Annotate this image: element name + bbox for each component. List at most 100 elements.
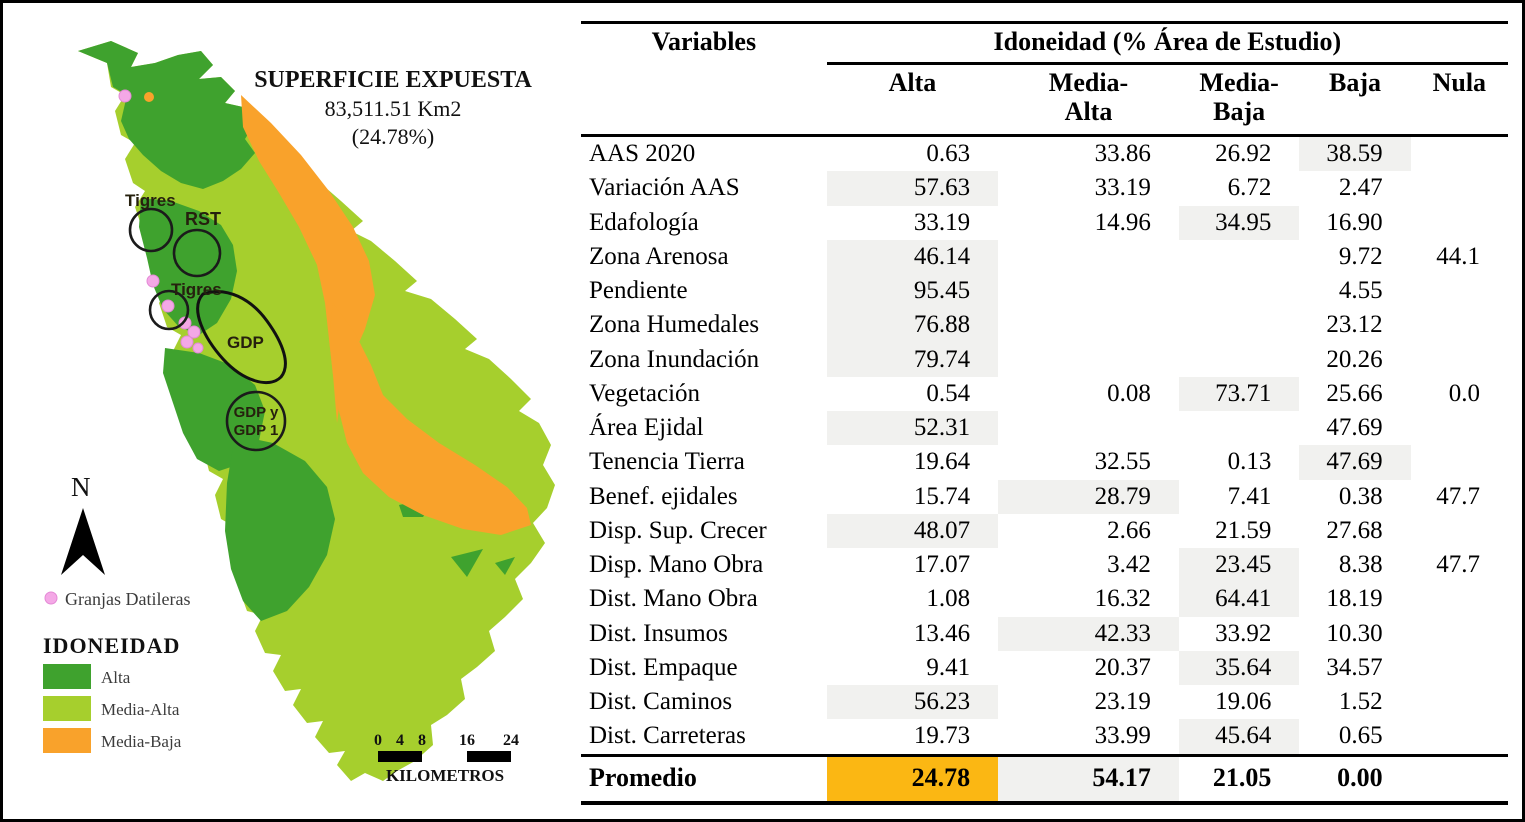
value-cell: 35.64 [1178,650,1300,686]
tigres2-circle [148,289,190,331]
value-cell [1411,411,1508,445]
map-title-line3: (24.78%) [352,124,434,149]
table-row: Tenencia Tierra 19.64 32.55 0.13 47.69 [581,445,1508,480]
value-cell: 47.7 [1436,482,1480,510]
variable-label: Dist. Caminos [589,688,733,716]
value-cell: 44.1 [1436,242,1480,270]
map-region-alta-se-patch [451,549,483,577]
tigres2-label: Tigres [171,280,222,299]
value-cell: 27.68 [1326,516,1383,544]
value-cell: 0.63 [926,140,971,168]
variable-label: Zona Humedales [589,311,760,339]
legend-label-media-baja: Media-Baja [101,732,182,751]
value-cell [1411,617,1508,651]
granja-dot [146,274,160,288]
value-cell [1411,136,1508,172]
value-cell: 15.74 [913,482,971,510]
variable-label: Tenencia Tierra [589,448,745,476]
table-body: AAS 2020 0.63 33.86 26.92 38.59 Variación AAS… [581,135,1508,756]
value-cell: 45.64 [1178,719,1300,756]
variable-label: Área Ejidal [589,414,704,442]
value-cell: 19.06 [1215,688,1272,716]
value-cell: 7.41 [1227,482,1272,510]
map-region-media-baja-south [329,303,531,535]
value-cell: 42.33 [998,616,1179,651]
value-cell: 3.42 [1107,551,1151,579]
suitability-table: Variables Idoneidad (% Área de Estudio) … [581,21,1508,805]
variable-label: Pendiente [589,277,688,305]
value-cell: 0.38 [1338,482,1383,510]
granjas-legend-dot [44,591,58,605]
north-label: N [71,472,91,502]
value-cell: 1.08 [926,585,971,613]
value-cell: 46.14 [826,239,999,275]
table-row: Variación AAS 57.63 33.19 6.72 2.47 [581,171,1508,206]
value-cell: 13.46 [913,619,971,647]
table-row: Dist. Mano Obra 1.08 16.32 64.41 18.19 [581,582,1508,617]
variable-label: AAS 2020 [589,140,696,168]
table-row: Dist. Empaque 9.41 20.37 35.64 34.57 [581,650,1508,686]
value-cell [1411,308,1508,342]
promedio-row: Promedio 24.78 54.17 21.05 0.00 [581,753,1508,805]
table-row: Disp. Mano Obra 17.07 3.42 23.45 8.38 47.7 [581,548,1508,583]
value-cell: 2.47 [1338,174,1383,202]
value-cell: 20.37 [1094,653,1151,681]
value-cell: 10.30 [1326,619,1383,647]
suitability-map: Tigres RST Tigres GDP GDP y GDP 1 SUPERF… [3,3,575,819]
value-cell: 34.95 [1178,205,1300,240]
variable-label: Dist. Carreteras [589,722,746,750]
value-cell: 33.99 [1094,722,1151,750]
granja-dot [187,325,201,339]
legend-swatch-alta [43,664,91,689]
scale-tick-16: 16 [459,732,475,749]
granja-dot [118,89,132,103]
value-cell: 0.54 [926,379,971,407]
value-cell: 48.07 [826,513,999,549]
value-cell: 0.0 [1448,379,1480,407]
value-cell [1411,274,1508,308]
value-cell: 33.92 [1215,619,1272,647]
value-cell: 76.88 [826,308,999,343]
promedio-value-cell: 24.78 [826,753,999,805]
map-region-alta-se-patch [495,557,515,575]
value-cell [1411,206,1508,240]
value-cell: 38.59 [1299,135,1411,172]
granja-dot [178,316,192,330]
variable-label: Disp. Sup. Crecer [589,516,767,544]
value-cell: 0.65 [1338,722,1383,750]
variable-label: Benef. ejidales [589,482,738,510]
variable-label: Dist. Insumos [589,619,728,647]
suitability-table-panel: Variables Idoneidad (% Área de Estudio) … [581,21,1508,805]
value-cell: 9.41 [926,653,971,681]
legend-swatch-media-baja [43,728,91,753]
value-cell: 25.66 [1326,379,1383,407]
variable-label: Dist. Empaque [589,653,738,681]
value-cell: 0.13 [1227,448,1272,476]
value-cell: 23.12 [1326,311,1383,339]
value-cell [1411,719,1508,755]
value-cell: 14.96 [1094,208,1151,236]
rst-label: RST [185,209,221,229]
value-cell: 6.72 [1227,174,1272,202]
scale-tick-8: 8 [418,732,426,749]
value-cell [998,240,1179,274]
table-subheader-row: Alta Media- Alta Media- Baja Baja Nula [581,63,1508,138]
value-cell [1411,685,1508,719]
value-cell: 4.55 [1338,277,1383,305]
value-cell [998,411,1179,445]
value-cell [1411,514,1508,548]
value-cell: 0.08 [1107,379,1151,407]
value-cell: 17.07 [913,551,971,579]
variable-label: Disp. Mano Obra [589,551,764,579]
value-cell [1411,171,1508,205]
value-cell: 2.66 [1107,516,1151,544]
value-cell: 79.74 [826,342,999,377]
map-region-alta-south [225,435,335,621]
legend-swatch-media-alta [43,696,91,721]
map-region-alta-west [139,198,237,335]
variable-label: Edafología [589,208,699,236]
value-cell: 33.19 [1094,174,1151,202]
value-cell [1411,343,1508,377]
value-cell [1179,274,1300,308]
